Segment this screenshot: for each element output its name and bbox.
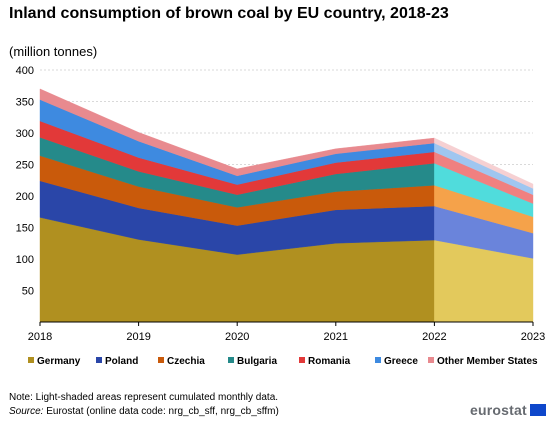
- legend-item-germany: Germany: [28, 356, 81, 367]
- axes: 50 100 150 200 250 300 350 400 2018 2019 2020 2021 2…: [16, 65, 546, 343]
- legend-swatch: [28, 357, 34, 363]
- legend-item-poland: Poland: [96, 356, 138, 367]
- y-tick-label: 350: [16, 97, 34, 109]
- chart-subtitle: (million tonnes): [9, 44, 98, 59]
- eu-flag-icon: [529, 404, 546, 416]
- x-tick-label: 2021: [324, 331, 348, 343]
- y-tick-label: 50: [22, 286, 34, 298]
- legend-item-greece: Greece: [375, 356, 418, 367]
- area-series: [39, 88, 534, 323]
- x-tick-label: 2022: [422, 331, 446, 343]
- y-tick-label: 100: [16, 254, 34, 266]
- x-tick-label: 2020: [225, 331, 249, 343]
- legend-swatch: [228, 357, 234, 363]
- x-tick-label: 2023: [521, 331, 545, 343]
- legend-swatch: [428, 357, 434, 363]
- y-tick-label: 150: [16, 223, 34, 235]
- y-tick-label: 200: [16, 191, 34, 203]
- y-tick-label: 300: [16, 128, 34, 140]
- chart-title: Inland consumption of brown coal by EU c…: [9, 5, 449, 22]
- legend-label: Bulgaria: [237, 356, 277, 367]
- area-light-other-member-states: [434, 137, 534, 189]
- legend-swatch: [375, 357, 381, 363]
- legend-item-other-member-states: Other Member States: [428, 356, 538, 367]
- eurostat-logo-text: eurostat: [470, 402, 527, 418]
- legend-item-bulgaria: Bulgaria: [228, 356, 277, 367]
- x-tick-label: 2018: [28, 331, 52, 343]
- source-text: Eurostat (online data code: nrg_cb_sff, …: [43, 406, 279, 417]
- legend-swatch: [158, 357, 164, 363]
- legend-label: Czechia: [167, 356, 205, 367]
- x-tick-label: 2019: [126, 331, 150, 343]
- legend-item-czechia: Czechia: [158, 356, 205, 367]
- legend-label: Poland: [105, 356, 138, 367]
- eurostat-logo: eurostat: [470, 400, 546, 420]
- legend-swatch: [96, 357, 102, 363]
- legend-label: Germany: [37, 356, 81, 367]
- chart-source: Source: Eurostat (online data code: nrg_…: [9, 405, 279, 418]
- y-tick-label: 250: [16, 160, 34, 172]
- legend-swatch: [299, 357, 305, 363]
- legend-label: Romania: [308, 356, 351, 367]
- chart-note: Note: Light-shaded areas represent cumul…: [9, 392, 279, 403]
- legend-label: Other Member States: [437, 356, 538, 367]
- stacked-area-chart: 50 100 150 200 250 300 350 400 2018 2019 2020 2021 2…: [16, 65, 546, 367]
- source-label: Source:: [9, 406, 44, 417]
- y-tick-label: 400: [16, 65, 34, 77]
- legend-label: Greece: [384, 356, 418, 367]
- legend: Germany Poland Czechia Bulgaria Romania Greec…: [28, 356, 538, 367]
- legend-item-romania: Romania: [299, 356, 351, 367]
